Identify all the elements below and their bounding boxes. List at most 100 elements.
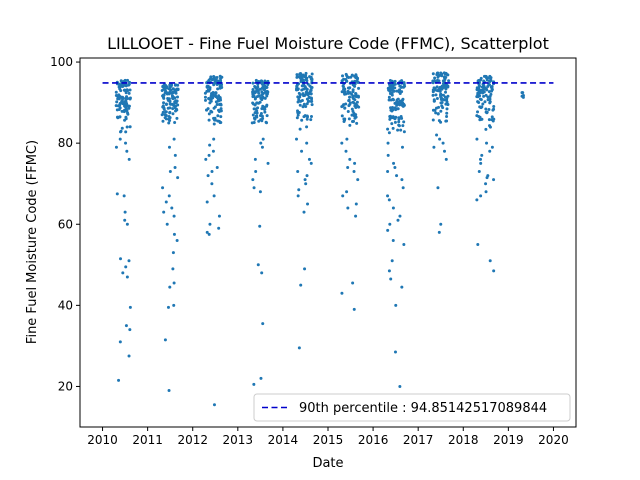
data-point (303, 114, 307, 118)
data-point (162, 101, 166, 105)
data-point (218, 121, 222, 125)
data-point (478, 118, 482, 122)
y-axis-label: Fine Fuel Moisture Code (FFMC) (25, 140, 40, 344)
data-point (118, 115, 122, 119)
data-point (122, 84, 126, 88)
data-point (120, 98, 124, 102)
data-point (308, 96, 312, 100)
data-point (168, 100, 172, 104)
data-point (164, 102, 168, 106)
data-point (266, 161, 270, 165)
x-tick-label: 2015 (313, 433, 344, 447)
data-point (296, 100, 300, 104)
data-point (440, 104, 444, 108)
data-point (299, 283, 303, 287)
data-point (125, 149, 129, 153)
data-point (439, 222, 443, 226)
data-point (207, 97, 211, 101)
data-point (484, 93, 488, 97)
data-point (260, 114, 264, 118)
data-point (400, 102, 404, 106)
data-point (401, 98, 404, 102)
data-point (256, 85, 260, 89)
data-point (437, 230, 441, 234)
data-point (118, 87, 122, 91)
data-point (119, 129, 123, 133)
data-point (256, 263, 260, 267)
data-point (212, 75, 216, 79)
data-point (387, 95, 391, 99)
data-point (434, 111, 438, 115)
data-point (479, 98, 483, 102)
data-point (211, 149, 215, 153)
data-point (433, 79, 437, 83)
data-point (172, 303, 176, 307)
data-point (439, 93, 443, 97)
data-point (306, 93, 310, 97)
data-point (211, 91, 215, 94)
data-point (127, 91, 131, 95)
data-point (348, 95, 352, 99)
data-point (399, 128, 403, 132)
x-tick-label: 2020 (538, 433, 569, 447)
data-point (212, 137, 216, 141)
data-point (486, 76, 490, 80)
data-point (167, 87, 171, 91)
data-point (163, 116, 167, 120)
data-point (305, 174, 309, 178)
data-point (393, 120, 397, 124)
data-point (261, 96, 265, 100)
data-point (258, 224, 262, 228)
data-point (263, 96, 267, 100)
data-point (476, 87, 480, 91)
data-point (342, 117, 346, 121)
data-point (402, 243, 406, 247)
data-point (253, 97, 257, 101)
data-point (397, 120, 401, 124)
data-point (126, 112, 130, 116)
data-point (480, 153, 484, 157)
data-point (261, 322, 265, 326)
data-point (431, 93, 435, 97)
data-point (170, 206, 174, 210)
data-point (435, 85, 439, 89)
data-point (341, 85, 345, 89)
data-point (117, 108, 121, 112)
data-point (173, 153, 177, 157)
data-point (212, 106, 216, 110)
data-point (344, 102, 348, 106)
data-point (251, 88, 255, 92)
data-point (435, 133, 439, 137)
data-point (203, 91, 207, 95)
data-point (116, 96, 120, 100)
data-point (310, 85, 314, 89)
data-point (122, 110, 126, 114)
data-point (346, 110, 350, 114)
data-point (215, 76, 219, 80)
data-point (297, 346, 301, 350)
data-point (168, 170, 172, 174)
data-point (348, 157, 352, 161)
data-point (161, 119, 165, 123)
data-point (346, 165, 350, 169)
data-point (444, 102, 448, 106)
data-point (125, 222, 129, 226)
data-point (357, 86, 361, 90)
data-point (353, 161, 357, 165)
data-point (304, 182, 308, 186)
data-point (342, 77, 346, 81)
data-point (123, 100, 127, 104)
data-point (487, 118, 491, 122)
data-point (215, 165, 219, 169)
data-point (356, 80, 360, 84)
data-point (219, 103, 223, 107)
data-point (436, 186, 440, 190)
data-point (439, 71, 443, 75)
data-point (438, 137, 442, 141)
data-point (354, 92, 358, 96)
data-point (310, 103, 314, 107)
data-point (216, 119, 220, 123)
data-point (345, 137, 349, 141)
data-point (161, 85, 165, 89)
